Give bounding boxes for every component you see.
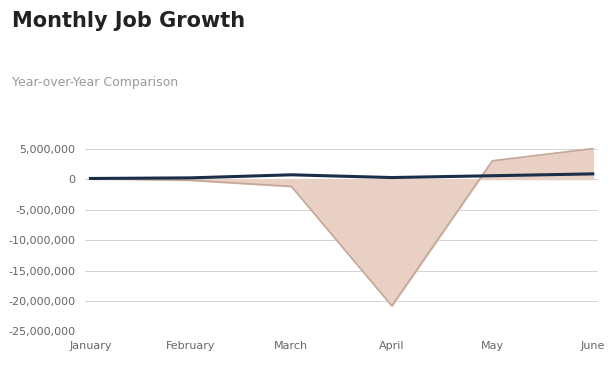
Text: Year-over-Year Comparison: Year-over-Year Comparison (12, 76, 178, 89)
Text: Monthly Job Growth: Monthly Job Growth (12, 11, 245, 31)
